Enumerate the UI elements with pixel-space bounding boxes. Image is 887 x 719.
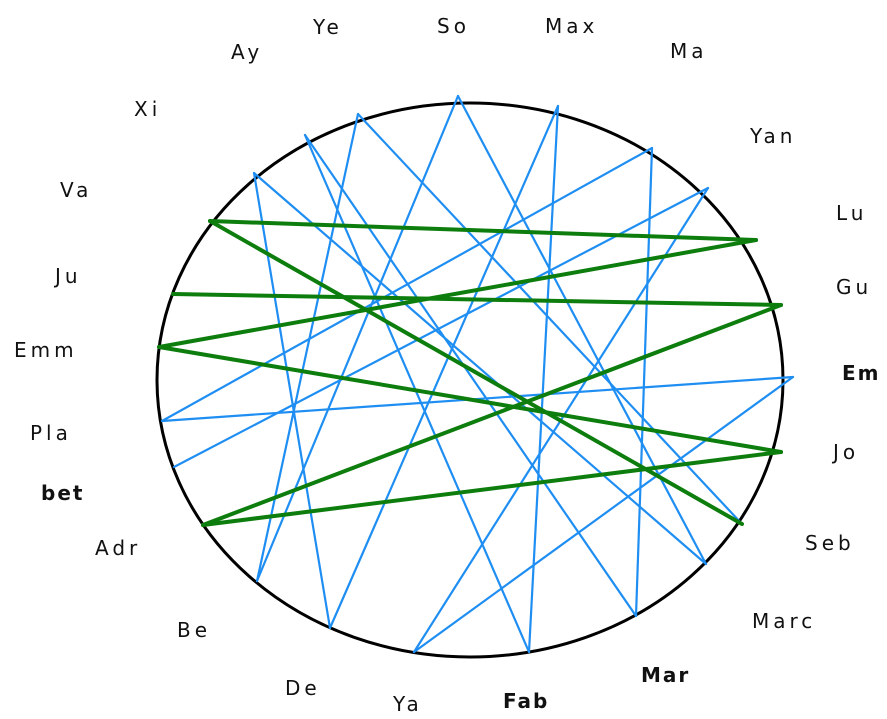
edge-em-ya bbox=[412, 375, 795, 654]
edge-ju-gu bbox=[171, 292, 783, 307]
node-label-de: De bbox=[285, 676, 321, 700]
edge-xi-de bbox=[252, 171, 332, 630]
edge-ma-mar bbox=[634, 146, 654, 618]
node-label-va: Va bbox=[60, 178, 92, 202]
edge-so-be bbox=[255, 94, 460, 583]
node-label-max: Max bbox=[545, 14, 598, 38]
edge-adr-gu bbox=[201, 303, 783, 527]
edge-ay-fab bbox=[303, 133, 531, 654]
node-label-yan: Yan bbox=[749, 124, 796, 148]
edge-ye-be bbox=[255, 112, 360, 583]
node-label-em: Em bbox=[842, 361, 881, 385]
node-label-ya: Ya bbox=[392, 692, 423, 716]
edge-emm-jo bbox=[157, 345, 783, 454]
green-edges bbox=[157, 219, 783, 527]
node-label-jo: Jo bbox=[831, 440, 859, 464]
edge-emm-lu bbox=[157, 238, 758, 349]
node-ring bbox=[155, 101, 785, 659]
node-label-gu: Gu bbox=[836, 275, 872, 299]
node-labels: So Max Ma Yan Lu Gu Em Jo Seb Marc Mar Fab Ya De Be Adr… bbox=[14, 14, 881, 716]
node-label-ma: Ma bbox=[670, 39, 708, 63]
node-label-mar: Mar bbox=[641, 663, 690, 687]
node-label-ju: Ju bbox=[53, 264, 82, 288]
edge-xi-marc bbox=[252, 171, 708, 566]
node-label-ye: Ye bbox=[312, 15, 343, 39]
edge-va-lu bbox=[208, 219, 758, 242]
edge-max-de bbox=[328, 104, 560, 630]
node-label-lu: Lu bbox=[836, 201, 867, 225]
node-label-be: Be bbox=[177, 618, 211, 642]
node-label-adr: Adr bbox=[95, 536, 141, 560]
edge-max-fab bbox=[527, 104, 560, 654]
node-label-bet: bet bbox=[41, 481, 84, 505]
node-label-pla: Pla bbox=[30, 421, 72, 445]
node-label-marc: Marc bbox=[752, 609, 816, 633]
node-label-xi: Xi bbox=[134, 97, 161, 121]
node-label-seb: Seb bbox=[805, 531, 855, 555]
blue-edges bbox=[160, 94, 795, 654]
edge-ye-seb bbox=[356, 112, 744, 526]
edge-va-seb bbox=[208, 219, 744, 526]
edge-adr-jo bbox=[201, 450, 783, 527]
edge-so-marc bbox=[456, 94, 708, 566]
node-label-so: So bbox=[437, 14, 470, 38]
node-label-ay: Ay bbox=[231, 40, 263, 64]
node-label-fab: Fab bbox=[503, 689, 549, 713]
node-label-emm: Emm bbox=[14, 338, 78, 362]
edge-ay-mar bbox=[303, 133, 638, 618]
